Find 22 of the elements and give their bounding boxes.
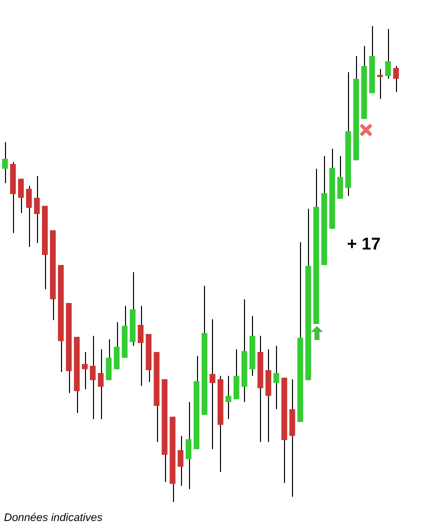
candlestick — [106, 338, 112, 381]
candlestick — [2, 142, 8, 184]
candlestick — [210, 318, 216, 450]
candlestick — [114, 322, 120, 370]
candlestick — [186, 402, 192, 490]
annotation: + 17 — [347, 234, 381, 254]
candlestick — [178, 435, 184, 486]
candlestick — [377, 68, 383, 100]
candlestick — [234, 348, 240, 400]
candlestick — [34, 175, 40, 244]
candlestick — [82, 352, 88, 390]
candlestick — [393, 65, 399, 93]
text: Données indicatives — [4, 512, 103, 524]
candlestick — [98, 348, 104, 420]
candlestick — [26, 185, 32, 248]
candlestick — [273, 345, 280, 410]
candlestick — [337, 155, 344, 200]
candlestick — [138, 305, 144, 386]
candlestick — [385, 28, 391, 80]
candlestick — [90, 335, 96, 420]
candlestick — [226, 375, 232, 420]
candlestick — [18, 178, 24, 214]
